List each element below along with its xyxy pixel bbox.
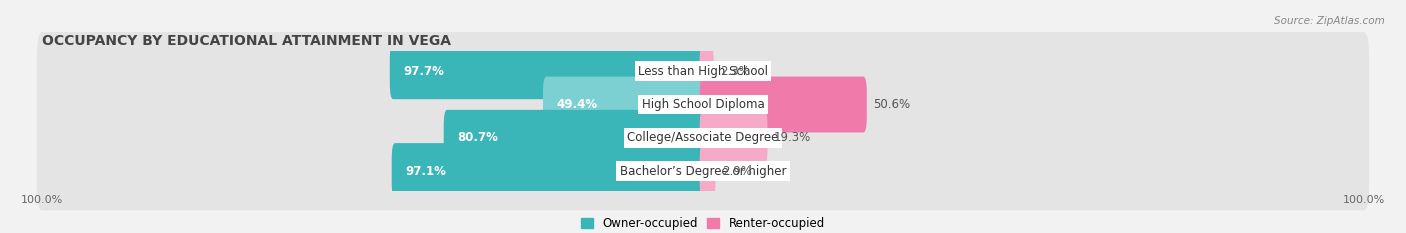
Text: 19.3%: 19.3% bbox=[775, 131, 811, 144]
FancyBboxPatch shape bbox=[37, 32, 1369, 110]
FancyBboxPatch shape bbox=[700, 143, 716, 199]
Text: 97.7%: 97.7% bbox=[404, 65, 444, 78]
FancyBboxPatch shape bbox=[700, 110, 768, 166]
Text: 49.4%: 49.4% bbox=[557, 98, 598, 111]
Text: 2.3%: 2.3% bbox=[720, 65, 749, 78]
Text: 2.9%: 2.9% bbox=[723, 164, 752, 178]
FancyBboxPatch shape bbox=[444, 110, 706, 166]
FancyBboxPatch shape bbox=[37, 65, 1369, 144]
Text: OCCUPANCY BY EDUCATIONAL ATTAINMENT IN VEGA: OCCUPANCY BY EDUCATIONAL ATTAINMENT IN V… bbox=[42, 34, 451, 48]
FancyBboxPatch shape bbox=[389, 43, 706, 99]
Text: Source: ZipAtlas.com: Source: ZipAtlas.com bbox=[1274, 16, 1385, 26]
FancyBboxPatch shape bbox=[700, 77, 868, 133]
Text: 97.1%: 97.1% bbox=[405, 164, 446, 178]
FancyBboxPatch shape bbox=[700, 43, 714, 99]
FancyBboxPatch shape bbox=[37, 132, 1369, 210]
Text: College/Associate Degree: College/Associate Degree bbox=[627, 131, 779, 144]
FancyBboxPatch shape bbox=[392, 143, 706, 199]
Legend: Owner-occupied, Renter-occupied: Owner-occupied, Renter-occupied bbox=[581, 217, 825, 230]
FancyBboxPatch shape bbox=[37, 99, 1369, 177]
Text: 80.7%: 80.7% bbox=[457, 131, 498, 144]
FancyBboxPatch shape bbox=[543, 77, 706, 133]
Text: High School Diploma: High School Diploma bbox=[641, 98, 765, 111]
Text: 50.6%: 50.6% bbox=[873, 98, 911, 111]
Text: Bachelor’s Degree or higher: Bachelor’s Degree or higher bbox=[620, 164, 786, 178]
Text: Less than High School: Less than High School bbox=[638, 65, 768, 78]
